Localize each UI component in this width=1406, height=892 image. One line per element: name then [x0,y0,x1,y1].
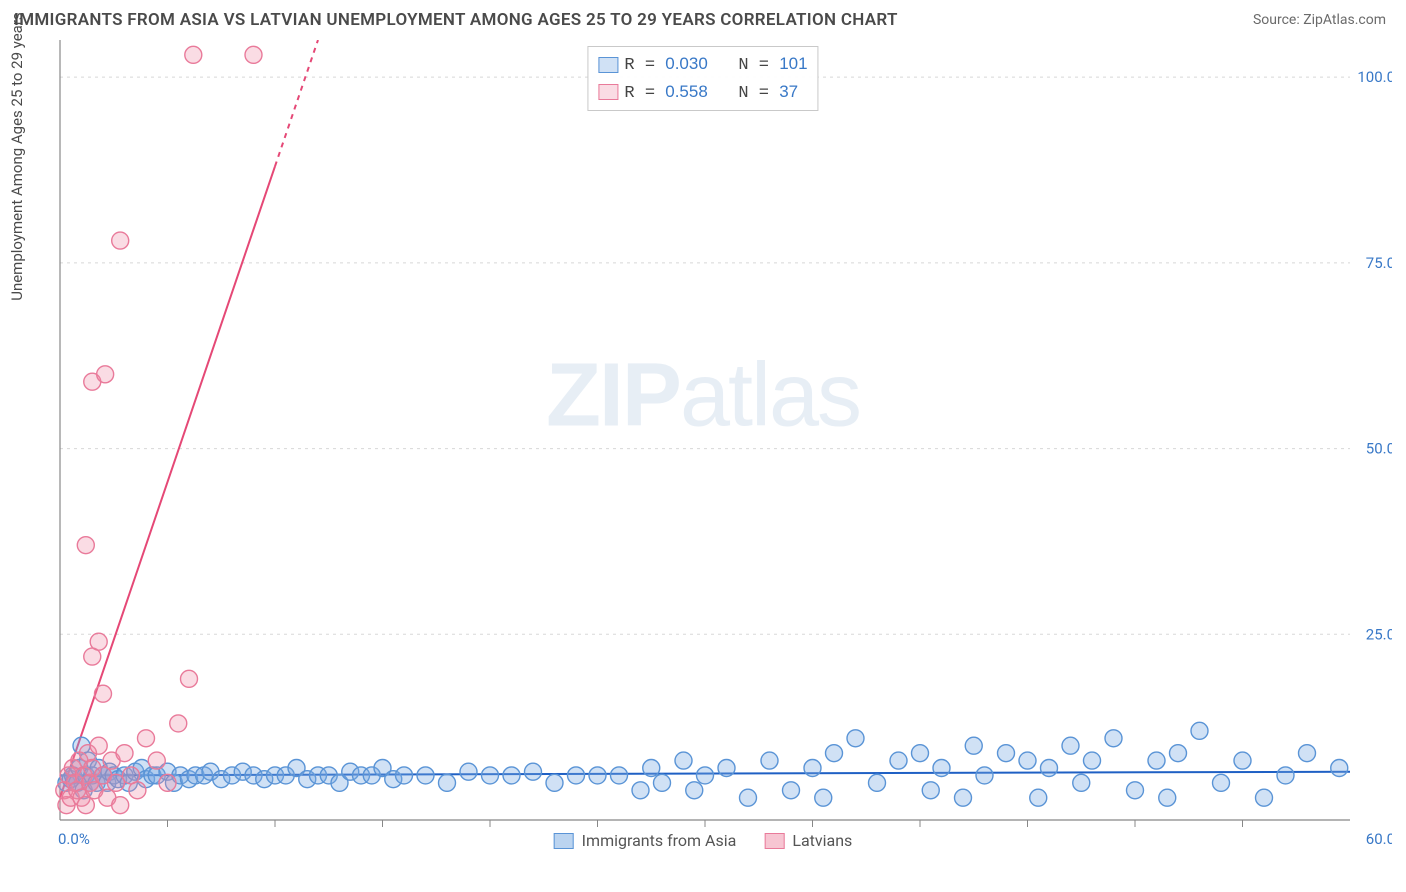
legend-stat-row: R = 0.558 N = 37 [598,79,807,107]
chart-container: Unemployment Among Ages 25 to 29 years 2… [14,40,1392,850]
legend-stat-text: R = 0.558 N = 37 [624,79,798,107]
source-label: Source: ZipAtlas.com [1253,12,1386,28]
svg-text:25.0%: 25.0% [1366,625,1392,643]
chart-title: IMMIGRANTS FROM ASIA VS LATVIAN UNEMPLOY… [14,10,898,30]
legend-item: Immigrants from Asia [554,831,737,850]
series-legend: Immigrants from Asia Latvians [554,831,853,850]
legend-label: Latvians [792,831,852,850]
legend-stat-text: R = 0.030 N = 101 [624,51,807,79]
scatter-chart: 25.0% 50.0% 75.0% 100.0% 0.0% 60.0% [14,40,1392,850]
legend-item: Latvians [764,831,852,850]
correlation-legend: R = 0.030 N = 101R = 0.558 N = 37 [587,46,818,111]
legend-stat-row: R = 0.030 N = 101 [598,51,807,79]
legend-swatch [598,84,618,100]
svg-text:100.0%: 100.0% [1357,68,1392,86]
svg-text:75.0%: 75.0% [1366,254,1392,272]
legend-swatch [554,833,574,849]
svg-text:50.0%: 50.0% [1366,440,1392,458]
y-axis-label: Unemployment Among Ages 25 to 29 years [8,12,26,300]
legend-swatch [764,833,784,849]
legend-swatch [598,57,618,73]
svg-text:0.0%: 0.0% [58,830,90,848]
svg-text:60.0%: 60.0% [1366,830,1392,848]
legend-label: Immigrants from Asia [582,831,737,850]
